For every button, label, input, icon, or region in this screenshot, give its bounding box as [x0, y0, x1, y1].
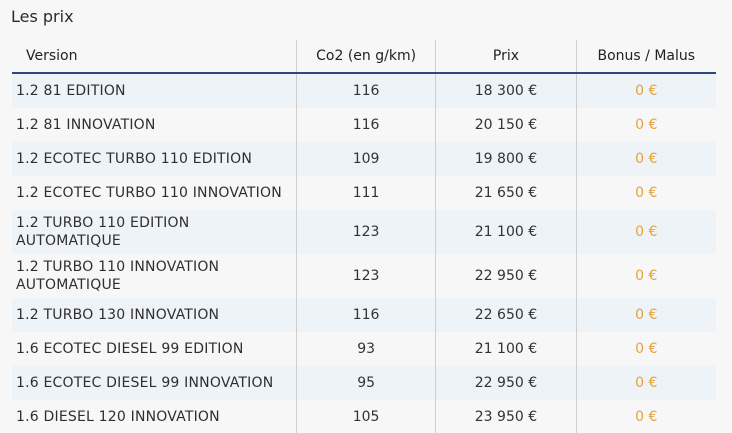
cell-prix: 20 150 €	[435, 108, 577, 142]
cell-prix: 19 800 €	[435, 142, 577, 176]
column-header-prix: Prix	[435, 40, 577, 74]
cell-version: 1.6 ECOTEC DIESEL 99 EDITION	[12, 332, 297, 366]
version-line: 1.2 TURBO 110 INNOVATION	[16, 259, 220, 275]
section-title: Les prix	[11, 7, 74, 26]
cell-version: 1.6 DIESEL 120 INNOVATION	[12, 400, 297, 433]
cell-prix: 21 100 €	[435, 332, 577, 366]
cell-bonus-malus: 0 €	[575, 108, 716, 142]
column-header-bonus-malus: Bonus / Malus	[575, 40, 716, 74]
table-body: 1.2 81 EDITION 116 18 300 € 0 € 1.2 81 I…	[12, 73, 716, 433]
cell-prix: 23 950 €	[435, 400, 577, 433]
cell-bonus-malus: 0 €	[575, 254, 716, 298]
price-table: Version Co2 (en g/km) Prix Bonus / Malus…	[12, 40, 716, 433]
version-line: AUTOMATIQUE	[16, 277, 121, 293]
cell-co2: 116	[295, 298, 436, 332]
cell-co2: 116	[295, 73, 436, 108]
cell-bonus-malus: 0 €	[575, 332, 716, 366]
cell-bonus-malus: 0 €	[575, 400, 716, 433]
cell-version: 1.2 TURBO 130 INNOVATION	[12, 298, 297, 332]
cell-co2: 105	[295, 400, 436, 433]
cell-co2: 116	[295, 108, 436, 142]
cell-version: 1.2 TURBO 110 INNOVATION AUTOMATIQUE	[12, 254, 297, 298]
cell-prix: 18 300 €	[435, 73, 577, 108]
cell-prix: 22 950 €	[435, 254, 577, 298]
table-row: 1.2 ECOTEC TURBO 110 INNOVATION 111 21 6…	[12, 176, 716, 210]
table-row: 1.2 81 INNOVATION 116 20 150 € 0 €	[12, 108, 716, 142]
table-header: Version Co2 (en g/km) Prix Bonus / Malus	[12, 40, 716, 74]
cell-version: 1.2 ECOTEC TURBO 110 INNOVATION	[12, 176, 297, 210]
cell-bonus-malus: 0 €	[575, 298, 716, 332]
cell-version: 1.2 81 INNOVATION	[12, 108, 297, 142]
cell-co2: 95	[295, 366, 436, 400]
cell-co2: 109	[295, 142, 436, 176]
cell-version: 1.6 ECOTEC DIESEL 99 INNOVATION	[12, 366, 297, 400]
cell-co2: 123	[295, 254, 436, 298]
cell-prix: 22 950 €	[435, 366, 577, 400]
column-header-co2: Co2 (en g/km)	[295, 40, 436, 74]
table-row: 1.2 81 EDITION 116 18 300 € 0 €	[12, 73, 716, 108]
table-row: 1.6 DIESEL 120 INNOVATION 105 23 950 € 0…	[12, 400, 716, 433]
table-row: 1.2 TURBO 110 INNOVATION AUTOMATIQUE 123 …	[12, 254, 716, 298]
cell-version: 1.2 TURBO 110 EDITION AUTOMATIQUE	[12, 210, 297, 254]
cell-bonus-malus: 0 €	[575, 210, 716, 254]
cell-version: 1.2 ECOTEC TURBO 110 EDITION	[12, 142, 297, 176]
cell-bonus-malus: 0 €	[575, 366, 716, 400]
table-row: 1.2 ECOTEC TURBO 110 EDITION 109 19 800 …	[12, 142, 716, 176]
table-row: 1.6 ECOTEC DIESEL 99 EDITION 93 21 100 €…	[12, 332, 716, 366]
table-row: 1.6 ECOTEC DIESEL 99 INNOVATION 95 22 95…	[12, 366, 716, 400]
table-row: 1.2 TURBO 130 INNOVATION 116 22 650 € 0 …	[12, 298, 716, 332]
cell-prix: 21 100 €	[435, 210, 577, 254]
cell-bonus-malus: 0 €	[575, 73, 716, 108]
version-line: 1.2 TURBO 110 EDITION	[16, 215, 190, 231]
cell-bonus-malus: 0 €	[575, 176, 716, 210]
cell-co2: 123	[295, 210, 436, 254]
cell-prix: 21 650 €	[435, 176, 577, 210]
header-row: Version Co2 (en g/km) Prix Bonus / Malus	[12, 40, 716, 74]
column-header-version: Version	[12, 40, 297, 74]
table-row: 1.2 TURBO 110 EDITION AUTOMATIQUE 123 21 …	[12, 210, 716, 254]
cell-co2: 93	[295, 332, 436, 366]
version-line: AUTOMATIQUE	[16, 233, 121, 249]
cell-version: 1.2 81 EDITION	[12, 73, 297, 108]
cell-prix: 22 650 €	[435, 298, 577, 332]
cell-bonus-malus: 0 €	[575, 142, 716, 176]
cell-co2: 111	[295, 176, 436, 210]
